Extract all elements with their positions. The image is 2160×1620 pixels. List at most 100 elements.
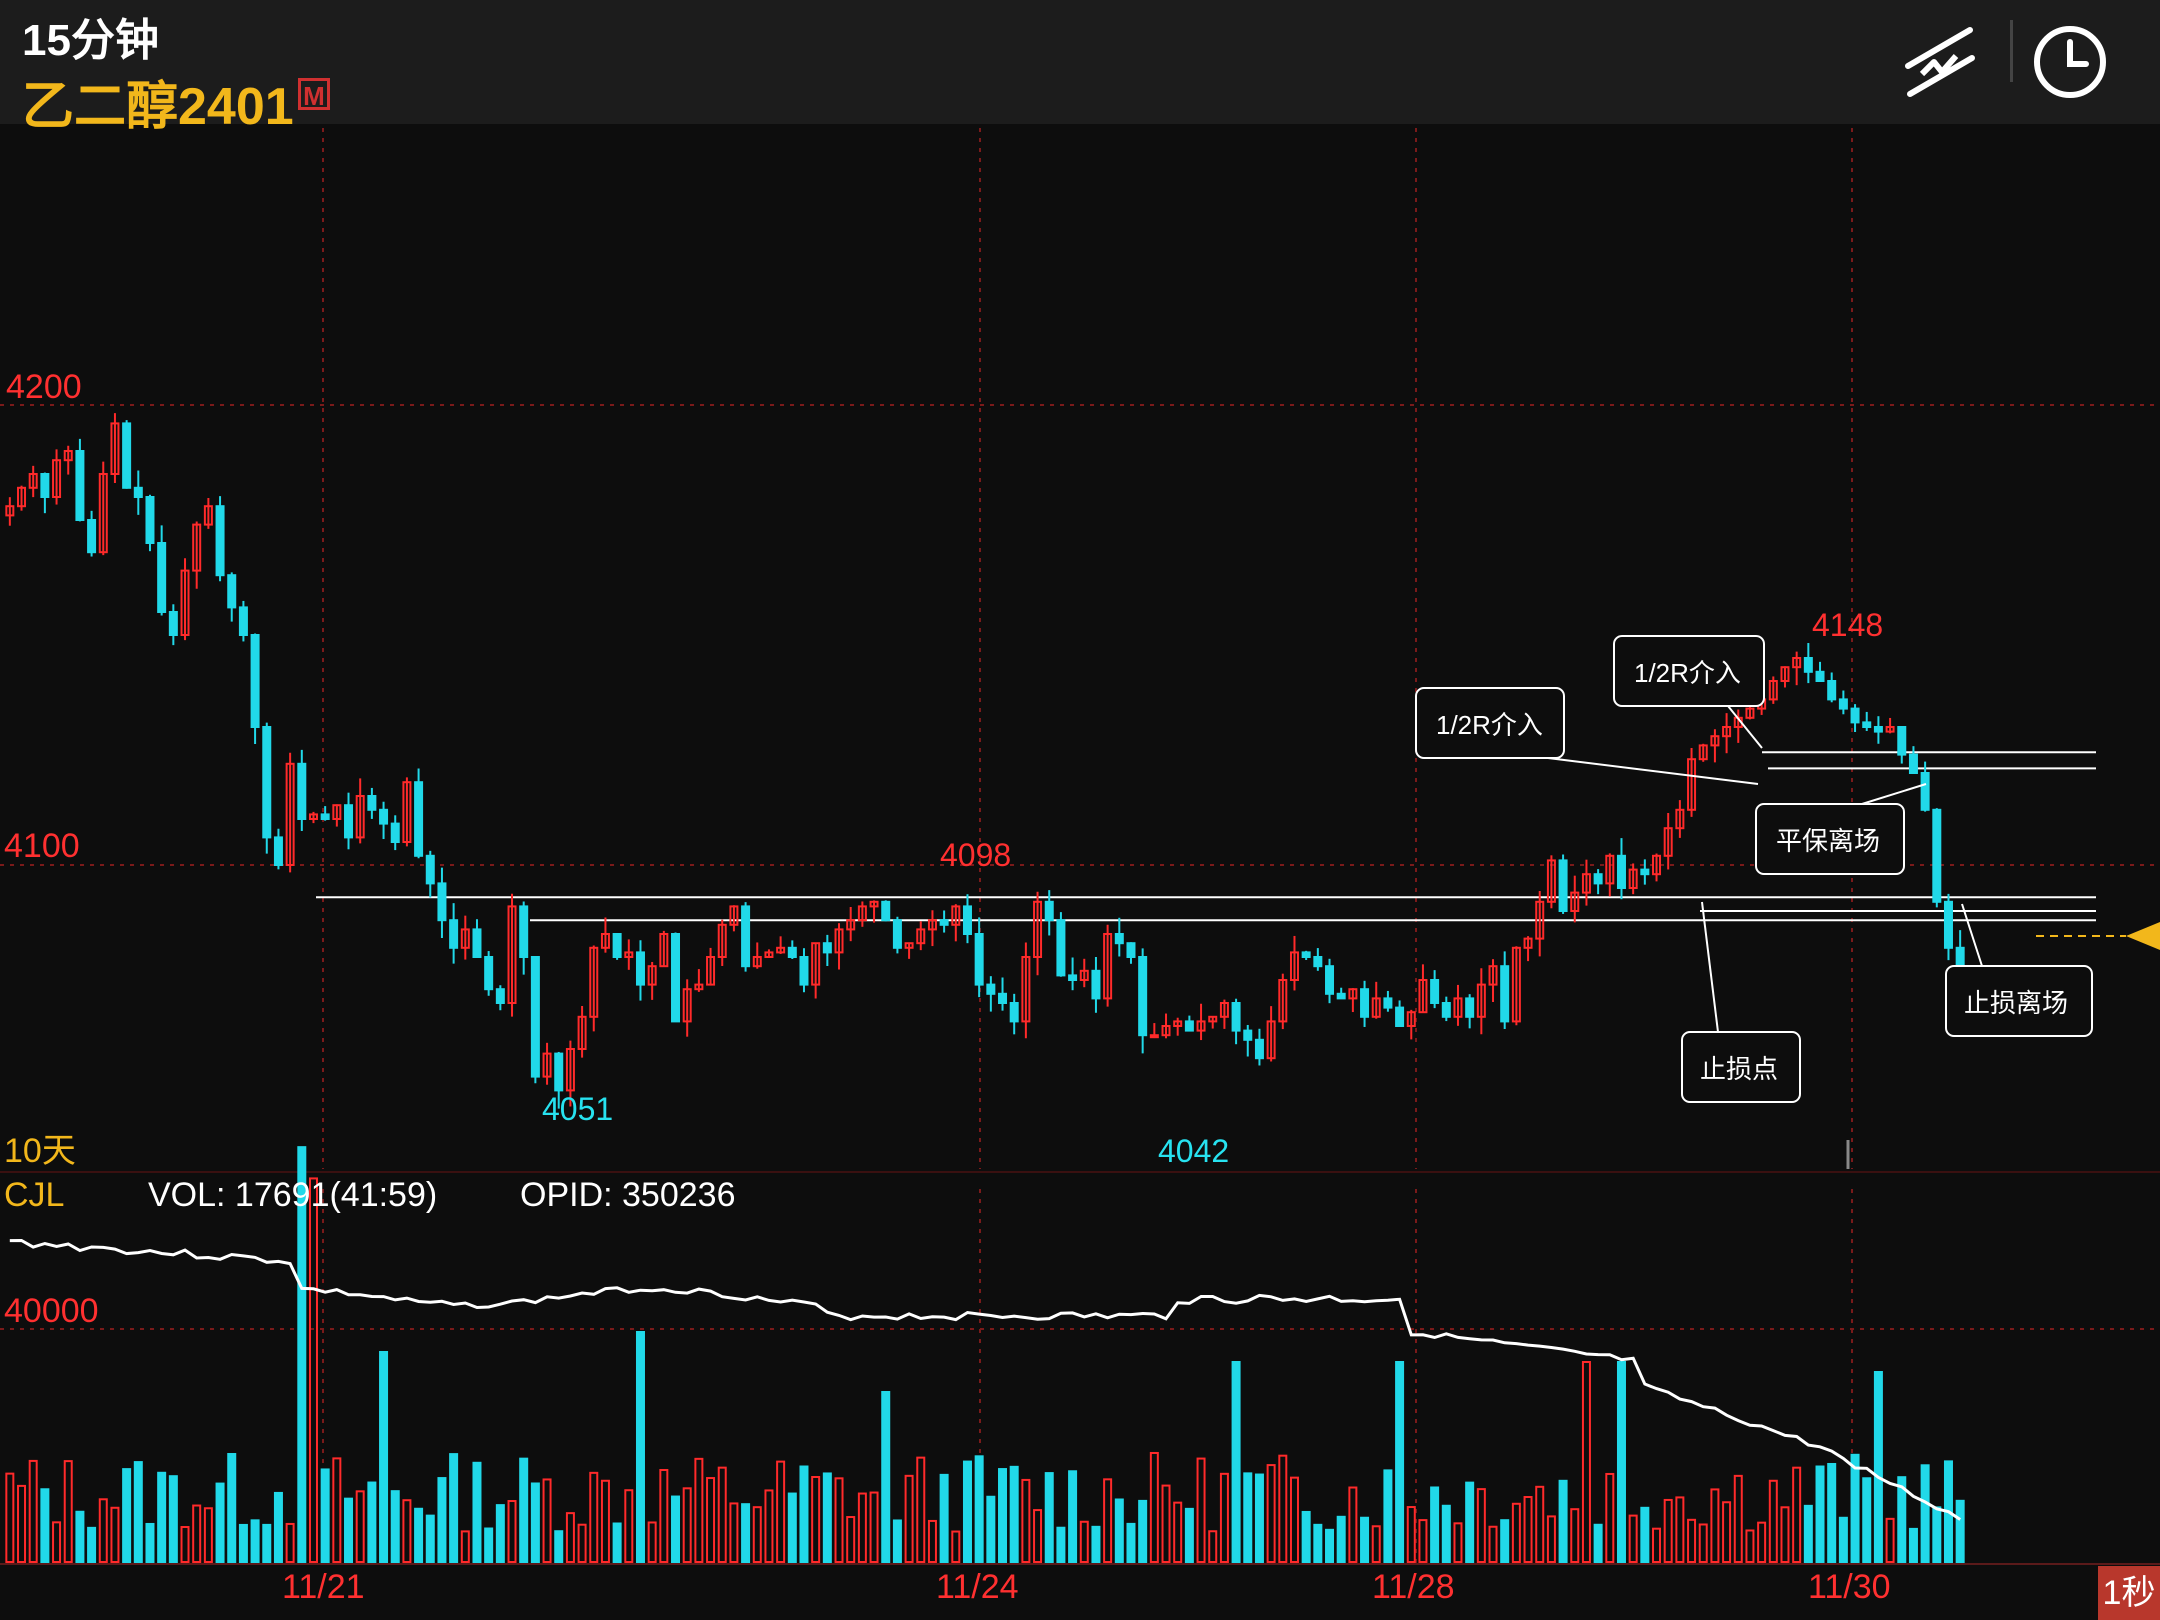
candle-body <box>28 473 38 489</box>
candle-body <box>203 505 213 526</box>
volume-bar <box>1476 1488 1486 1563</box>
candle-body <box>308 813 318 821</box>
callout-entry-1-box <box>1415 687 1565 759</box>
candle-body <box>495 988 505 1005</box>
callout-entry-1-leader <box>1547 757 1759 785</box>
volume-bar <box>227 1453 237 1563</box>
volume-bar <box>1523 1496 1533 1563</box>
candle-body <box>554 1052 564 1092</box>
volume-bar <box>1184 1507 1194 1564</box>
callout-breakeven-box <box>1755 803 1905 875</box>
candle-body <box>238 606 248 636</box>
volume-bar <box>1593 1523 1603 1564</box>
candle-body <box>1173 1020 1183 1028</box>
volume-bar <box>1838 1516 1848 1564</box>
candle-body <box>1827 680 1837 701</box>
candle-body <box>1593 873 1603 885</box>
candle-body <box>437 882 447 922</box>
chart-grid <box>0 128 2160 1565</box>
candle-body <box>414 781 424 857</box>
candle-body <box>1068 974 1078 982</box>
candle-body <box>1605 854 1615 885</box>
candle-body <box>355 795 365 839</box>
candle-body <box>1430 979 1440 1004</box>
main-contract-badge: M <box>298 78 330 111</box>
volume-bar <box>1652 1527 1662 1563</box>
callout-breakeven-leader <box>1861 783 1927 805</box>
candle-body <box>916 928 926 945</box>
candle-body <box>1908 753 1918 774</box>
volume-bar <box>379 1351 389 1563</box>
volume-bar <box>285 1522 295 1563</box>
x-label-11-30: 11/30 <box>1808 1568 1891 1606</box>
candle-body <box>869 900 879 908</box>
candle-body <box>1500 965 1510 1023</box>
candle-body <box>1289 951 1299 982</box>
candle-body <box>1710 735 1720 747</box>
callout-stop-point-leader <box>1701 901 1719 1033</box>
callout-breakeven-text: 平保离场 <box>1776 826 1880 856</box>
x-label-11-21: 11/21 <box>282 1568 365 1606</box>
volume-bar <box>1535 1485 1545 1563</box>
top-bar: 15分钟 乙二醇2401 M <box>0 0 2160 136</box>
volume-bar <box>1558 1479 1568 1563</box>
candle-body <box>1838 698 1848 710</box>
candle-body <box>1862 721 1872 729</box>
candle-body <box>1675 808 1685 830</box>
candle-body <box>1476 983 1486 1018</box>
volume-bar <box>87 1526 97 1563</box>
candle-body <box>647 965 657 986</box>
candle-body <box>1103 933 1113 1000</box>
horizontal-levels <box>316 751 2160 1169</box>
callout-stop-exit-box <box>1945 965 2093 1037</box>
volume-bar <box>1441 1504 1451 1563</box>
candle-body <box>1663 827 1673 857</box>
drawing-tool-icon[interactable] <box>1900 22 1980 102</box>
candle-body <box>297 762 307 820</box>
candle-body <box>530 956 540 1078</box>
candle-body <box>1079 969 1089 981</box>
volume-bar <box>1873 1371 1883 1563</box>
volume-bar <box>1406 1506 1416 1564</box>
symbol-title[interactable]: 乙二醇2401 <box>22 78 294 136</box>
candle-body <box>635 951 645 986</box>
volume-bar <box>1208 1530 1218 1564</box>
volume-bar <box>1044 1472 1054 1563</box>
volume-bar <box>659 1468 669 1564</box>
candle-body <box>962 905 972 936</box>
candle-body <box>577 1015 587 1050</box>
candle-body <box>52 459 62 499</box>
clock-icon[interactable] <box>2030 22 2110 102</box>
volume-bar <box>332 1457 342 1563</box>
callout-stop-point-box <box>1681 1031 1801 1103</box>
period-label[interactable]: 15分钟 <box>22 16 159 65</box>
candle-body <box>215 505 225 577</box>
candle-body <box>1149 1034 1159 1039</box>
refresh-interval-badge[interactable]: 1秒 <box>2098 1566 2160 1620</box>
candle-body <box>706 956 716 986</box>
volume-bar <box>811 1476 821 1564</box>
candle-body <box>122 422 132 489</box>
volume-bar <box>1009 1465 1019 1564</box>
candle-body <box>1780 666 1790 683</box>
volume-bar <box>1698 1523 1708 1563</box>
volume-bar <box>1336 1515 1346 1563</box>
volume-bar <box>1138 1499 1148 1563</box>
candle-body <box>717 923 727 958</box>
candle-body <box>63 450 73 462</box>
volume-bar <box>28 1459 38 1563</box>
candle-body <box>192 523 202 572</box>
candle-body <box>1219 1002 1229 1018</box>
volume-bar <box>974 1455 984 1563</box>
candle-body <box>1021 956 1031 1023</box>
candle-body <box>519 905 529 959</box>
candle-body <box>1722 726 1732 738</box>
volume-bar <box>565 1512 575 1564</box>
volume-bar <box>904 1474 914 1564</box>
header-separator <box>2010 20 2013 82</box>
candle-body <box>624 951 634 959</box>
volume-bar <box>40 1488 50 1564</box>
volume-bar <box>927 1519 937 1563</box>
volume-bar <box>17 1484 27 1563</box>
